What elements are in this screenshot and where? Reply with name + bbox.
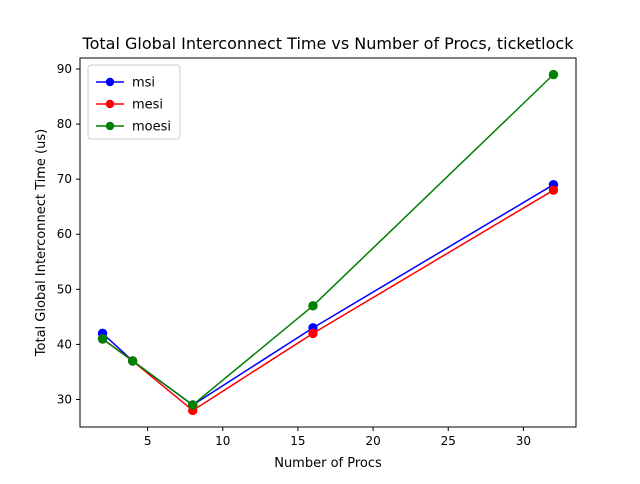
legend-marker-moesi (105, 121, 115, 131)
y-tick-label: 80 (57, 117, 72, 131)
legend-marker-msi (105, 77, 115, 87)
x-axis-label: Number of Procs (274, 456, 382, 471)
data-point-moesi (548, 69, 559, 80)
y-tick-label: 40 (57, 337, 72, 351)
y-axis-label: Total Global Interconnect Time (us) (34, 129, 49, 357)
legend-label-mesi: mesi (132, 98, 163, 113)
data-point-moesi (188, 400, 198, 410)
x-axis: 5 10 15 20 25 30 (144, 427, 531, 448)
y-tick-label: 90 (57, 62, 72, 76)
y-tick-label: 50 (57, 282, 72, 296)
data-point-moesi (127, 356, 138, 366)
data-point-moesi (308, 301, 318, 311)
plot-area (97, 69, 559, 416)
legend-label-moesi: moesi (132, 120, 171, 135)
plot-frame (79, 57, 577, 428)
chart-title: Total Global Interconnect Time vs Number… (82, 34, 575, 53)
series-line-msi (102, 184, 554, 406)
series-mesi (97, 185, 559, 416)
x-tick-label: 5 (144, 434, 152, 448)
x-tick-label: 25 (441, 434, 456, 448)
y-tick-label: 30 (57, 392, 72, 406)
series-moesi (97, 69, 559, 410)
x-tick-label: 15 (290, 434, 305, 448)
data-point-moesi (97, 334, 108, 344)
series-line-mesi (102, 189, 554, 412)
data-point-mesi (548, 185, 559, 195)
x-tick-label: 20 (365, 434, 380, 448)
x-tick-label: 10 (215, 434, 230, 448)
legend: msi mesi moesi (87, 64, 181, 140)
legend-label-msi: msi (132, 76, 155, 91)
data-point-mesi (308, 328, 318, 339)
series-msi (97, 179, 559, 410)
y-axis: 30 40 50 60 70 80 90 (57, 62, 80, 406)
y-tick-label: 60 (57, 227, 72, 241)
y-tick-label: 70 (57, 172, 72, 186)
x-tick-label: 30 (516, 434, 531, 448)
legend-marker-mesi (105, 99, 115, 109)
